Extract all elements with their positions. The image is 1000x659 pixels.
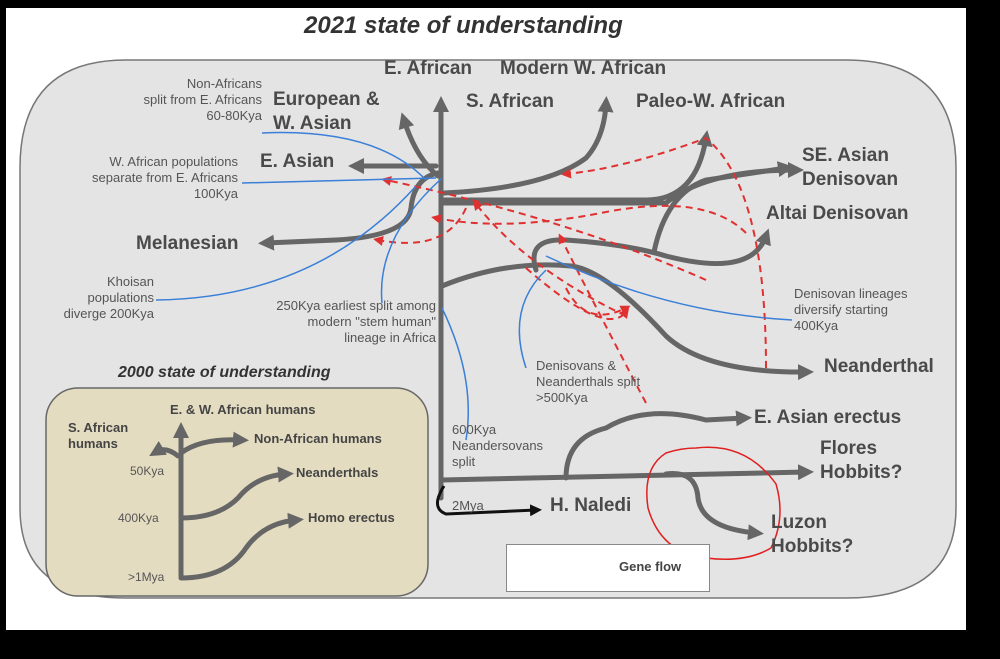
gene-flow-arrows [373, 136, 767, 404]
label-modern-w-african: Modern W. African [500, 58, 667, 79]
note-khoisan: Khoisan populations diverge 200Kya [63, 274, 154, 321]
legend-gene-flow-label: Gene flow [619, 559, 682, 574]
split-notes [155, 131, 793, 441]
label-h-naledi: H. Naledi [550, 495, 632, 516]
inset-e-w-african: E. & W. African humans [170, 402, 316, 417]
inset-box [45, 387, 429, 597]
diagram-title: 2021 state of understanding [304, 12, 623, 39]
label-neanderthal: Neanderthal [824, 356, 934, 377]
inset-title: 2000 state of understanding [118, 364, 331, 381]
figure-panel: 2021 state of understanding E. African M… [6, 8, 966, 630]
inset-time-1mya: >1Mya [128, 570, 165, 584]
inset-lineages [149, 421, 304, 581]
label-se-asian-denisovan: SE. Asian Denisovan [802, 145, 899, 190]
legend: Gene flow [506, 544, 710, 592]
label-altai-denisovan: Altai Denisovan [766, 203, 909, 224]
label-flores-hobbits: Flores Hobbits? [820, 438, 903, 483]
inset-time-50kya: 50Kya [130, 464, 165, 478]
label-e-african: E. African [384, 58, 472, 79]
label-melanesian: Melanesian [136, 233, 239, 254]
note-non-africans-split: Non-Africans split from E. Africans 60-8… [143, 76, 262, 123]
note-denisovan-lineages: Denisovan lineages diversify starting 40… [794, 286, 908, 333]
inset-homo-erectus: Homo erectus [308, 510, 395, 525]
archaic-branches [439, 161, 814, 541]
h-naledi-branch [436, 485, 542, 517]
diagram-canvas [19, 59, 957, 599]
label-e-asian: E. Asian [260, 151, 335, 172]
label-paleo-w-african: Paleo-W. African [636, 91, 786, 112]
label-e-asian-erectus: E. Asian erectus [754, 407, 902, 428]
inset-non-african: Non-African humans [254, 431, 382, 446]
note-two-mya: 2Mya [452, 498, 484, 513]
label-european: European & W. Asian [273, 89, 380, 134]
inset-neanderthals: Neanderthals [296, 465, 379, 480]
label-s-african: S. African [466, 91, 554, 112]
label-luzon-hobbits: Luzon Hobbits? [771, 512, 854, 557]
note-denisovans-neanderthals: Denisovans & Neanderthals split >500Kya [536, 358, 641, 405]
inset-time-400kya: 400Kya [118, 511, 159, 525]
note-stem-human: 250Kya earliest split among modern "stem… [276, 298, 436, 345]
note-w-african-separate: W. African populations separate from E. … [92, 154, 238, 201]
note-neandersovans: 600Kya Neandersovans split [452, 422, 544, 469]
inset-s-african: S. African humans [68, 420, 129, 451]
